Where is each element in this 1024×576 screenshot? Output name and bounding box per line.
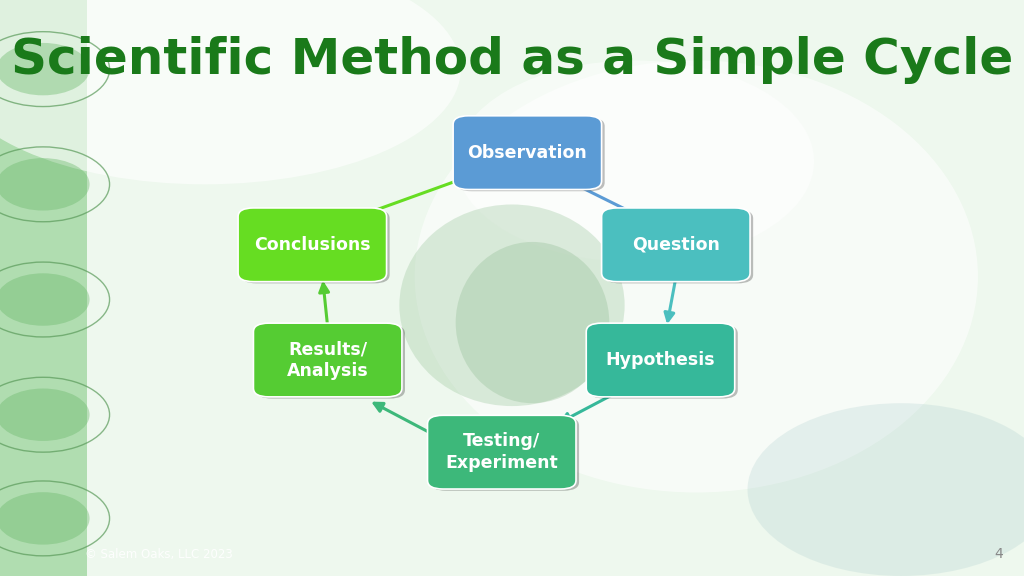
Ellipse shape: [415, 60, 978, 492]
Text: Hypothesis: Hypothesis: [605, 351, 716, 369]
Circle shape: [0, 43, 90, 95]
Text: Question: Question: [632, 236, 720, 254]
FancyBboxPatch shape: [453, 116, 602, 190]
FancyBboxPatch shape: [586, 323, 735, 397]
Ellipse shape: [456, 60, 814, 262]
Text: 4: 4: [994, 547, 1002, 561]
FancyBboxPatch shape: [238, 208, 387, 282]
Circle shape: [0, 158, 90, 211]
FancyBboxPatch shape: [457, 118, 604, 191]
Ellipse shape: [399, 204, 625, 406]
Ellipse shape: [0, 0, 461, 184]
Bar: [0, 0, 87, 576]
FancyBboxPatch shape: [256, 325, 406, 399]
Text: Results/
Analysis: Results/ Analysis: [287, 340, 369, 380]
FancyBboxPatch shape: [590, 325, 737, 399]
Ellipse shape: [456, 242, 609, 403]
FancyBboxPatch shape: [242, 210, 389, 283]
Text: Scientific Method as a Simple Cycle: Scientific Method as a Simple Cycle: [11, 36, 1013, 85]
FancyBboxPatch shape: [428, 415, 575, 489]
Circle shape: [0, 388, 90, 441]
Circle shape: [0, 274, 90, 326]
FancyBboxPatch shape: [604, 210, 754, 283]
FancyBboxPatch shape: [254, 323, 401, 397]
Text: Testing/
Experiment: Testing/ Experiment: [445, 433, 558, 472]
FancyBboxPatch shape: [430, 417, 580, 491]
FancyBboxPatch shape: [602, 208, 750, 282]
Text: Observation: Observation: [468, 143, 587, 162]
Ellipse shape: [748, 403, 1024, 576]
Text: Conclusions: Conclusions: [254, 236, 371, 254]
Text: © Salem Oaks, LLC 2023: © Salem Oaks, LLC 2023: [85, 548, 232, 560]
Circle shape: [0, 492, 90, 545]
